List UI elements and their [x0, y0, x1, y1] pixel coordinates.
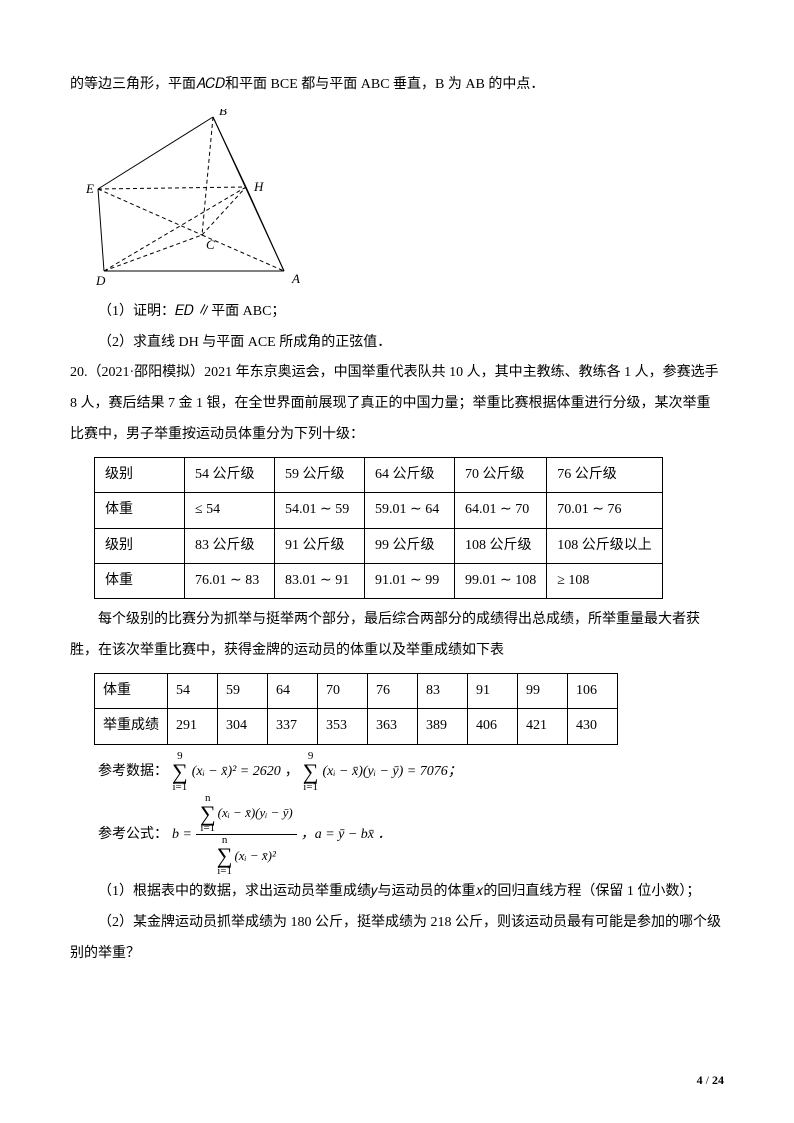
table-cell: 70: [318, 673, 368, 708]
table-cell: 108 公斤级: [455, 528, 547, 563]
sigma-icon: 9 ∑ i=1: [172, 751, 188, 793]
table-cell: 291: [168, 709, 218, 744]
table-cell: 91.01 ∼ 99: [365, 563, 455, 598]
table-cell: 70 公斤级: [455, 457, 547, 492]
q20-intro: 20.（2021·邵阳模拟）2021 年东京奥运会，中国举重代表队共 10 人，…: [70, 358, 724, 450]
table-cell: 76 公斤级: [547, 457, 663, 492]
table-cell: 83: [418, 673, 468, 708]
table-cell: 级别: [95, 528, 185, 563]
table-cell: 389: [418, 709, 468, 744]
table-cell: 337: [268, 709, 318, 744]
table-cell: 体重: [95, 493, 185, 528]
sigma-icon: n ∑ i=1: [200, 793, 216, 835]
svg-text:A: A: [291, 271, 300, 286]
q19-part2: （2）求直线 DH 与平面 ACE 所成角的正弦值．: [70, 328, 724, 359]
table-cell: 举重成绩: [95, 709, 168, 744]
table-cell: 70.01 ∼ 76: [547, 493, 663, 528]
results-table: 体重5459647076839199106 举重成绩291304337353363…: [94, 673, 618, 745]
table-cell: 83 公斤级: [185, 528, 275, 563]
table-cell: 64 公斤级: [365, 457, 455, 492]
table-cell: 59: [218, 673, 268, 708]
intro-line: 的等边三角形，平面𝐴𝐶𝐷和平面 BCE 都与平面 ABC 垂直，B 为 AB 的…: [70, 70, 724, 101]
table-cell: 76.01 ∼ 83: [185, 563, 275, 598]
table-cell: 64.01 ∼ 70: [455, 493, 547, 528]
geometry-figure: B E H C D A: [86, 109, 316, 289]
table-cell: 363: [368, 709, 418, 744]
svg-text:D: D: [95, 273, 106, 288]
q20-part2: （2）某金牌运动员抓举成绩为 180 公斤，挺举成绩为 218 公斤，则该运动员…: [70, 908, 724, 970]
page-number: 4 / 24: [697, 1067, 724, 1093]
para-after-t1: 每个级别的比赛分为抓举与挺举两个部分，最后综合两部分的成绩得出总成绩，所举重量最…: [70, 605, 724, 667]
ref-formula-label: 参考公式：: [98, 821, 168, 849]
table-cell: 59.01 ∼ 64: [365, 493, 455, 528]
table-cell: 59 公斤级: [275, 457, 365, 492]
table-cell: 353: [318, 709, 368, 744]
q19-part1: （1）证明：𝐸𝐷 ∥平面 ABC；: [70, 297, 724, 328]
table-cell: 108 公斤级以上: [547, 528, 663, 563]
table-cell: 54.01 ∼ 59: [275, 493, 365, 528]
svg-text:B: B: [219, 109, 227, 118]
table-cell: 54 公斤级: [185, 457, 275, 492]
table-cell: 91 公斤级: [275, 528, 365, 563]
weight-class-table: 级别54 公斤级59 公斤级64 公斤级70 公斤级76 公斤级体重≤ 5454…: [94, 457, 663, 600]
table-cell: 99 公斤级: [365, 528, 455, 563]
table-cell: 64: [268, 673, 318, 708]
table-cell: 99.01 ∼ 108: [455, 563, 547, 598]
table-cell: 406: [468, 709, 518, 744]
table-cell: 体重: [95, 563, 185, 598]
table-cell: 体重: [95, 673, 168, 708]
reference-formula: 参考公式： b = n ∑ i=1 (xᵢ − x̄)(yᵢ − ȳ) n ∑ …: [70, 793, 724, 878]
q20-part1: （1）根据表中的数据，求出运动员举重成绩𝑦与运动员的体重𝑥的回归直线方程（保留 …: [70, 877, 724, 908]
sigma-icon: n ∑ i=1: [217, 835, 233, 877]
page-total: 24: [712, 1073, 724, 1087]
ref-data-label: 参考数据：: [98, 758, 168, 786]
svg-text:E: E: [86, 181, 94, 196]
table-cell: 304: [218, 709, 268, 744]
reference-data: 参考数据： 9 ∑ i=1 (xᵢ − x̄)² = 2620 ， 9 ∑ i=…: [70, 751, 724, 793]
table-cell: ≤ 54: [185, 493, 275, 528]
table-cell: 级别: [95, 457, 185, 492]
table-cell: ≥ 108: [547, 563, 663, 598]
table-cell: 91: [468, 673, 518, 708]
table-cell: 76: [368, 673, 418, 708]
table-cell: 99: [518, 673, 568, 708]
table-cell: 421: [518, 709, 568, 744]
svg-text:C: C: [206, 237, 215, 252]
svg-text:H: H: [253, 179, 264, 194]
table-cell: 83.01 ∼ 91: [275, 563, 365, 598]
table-cell: 54: [168, 673, 218, 708]
fraction: n ∑ i=1 (xᵢ − x̄)(yᵢ − ȳ) n ∑ i=1 (xᵢ − …: [196, 793, 297, 878]
table-cell: 106: [568, 673, 618, 708]
table-cell: 430: [568, 709, 618, 744]
sigma-icon: 9 ∑ i=1: [303, 751, 319, 793]
